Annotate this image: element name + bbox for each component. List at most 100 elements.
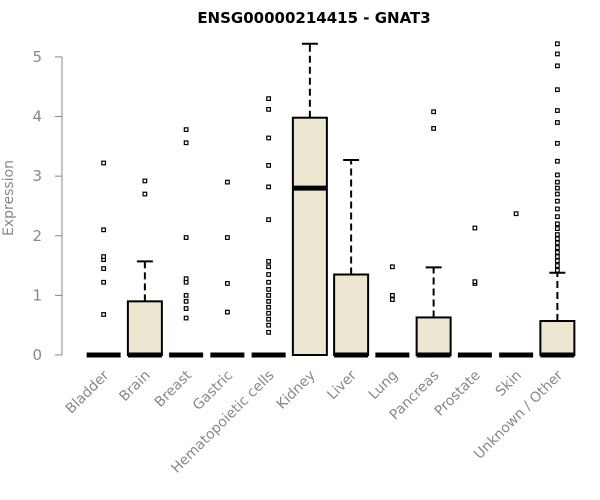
- outlier-point: [554, 254, 560, 260]
- outlier-point: [431, 126, 437, 131]
- outlier-point: [554, 258, 560, 264]
- outlier-point: [266, 322, 272, 328]
- outlier-point: [266, 298, 272, 304]
- x-tick-label: Lung: [366, 368, 401, 403]
- chart-title: ENSG00000214415 - GNAT3: [197, 9, 430, 27]
- outlier-point: [554, 108, 560, 113]
- outlier-point: [266, 264, 272, 270]
- outlier-point: [266, 329, 272, 335]
- outlier-point: [554, 63, 560, 69]
- outlier-point: [266, 163, 272, 168]
- y-tick-label: 1: [32, 286, 42, 304]
- outlier-point: [183, 127, 189, 133]
- outlier-point: [183, 235, 189, 240]
- outlier-point: [513, 211, 519, 217]
- outlier-point: [101, 279, 107, 285]
- outlier-point: [554, 232, 560, 237]
- box-body: [415, 316, 452, 357]
- box-4: [251, 96, 286, 358]
- x-tick-label: Bladder: [63, 367, 113, 417]
- outlier-point: [266, 258, 272, 264]
- outlier-point: [266, 217, 272, 223]
- axes: 0 1 2 3 4 5: [32, 48, 63, 364]
- outlier-point: [101, 254, 107, 260]
- box-8: [415, 109, 452, 358]
- box-11: [539, 41, 576, 358]
- outlier-point: [183, 298, 189, 304]
- outlier-point: [224, 309, 230, 315]
- y-tick-label: 3: [32, 167, 42, 185]
- box-body: [539, 320, 576, 357]
- y-tick-label: 5: [32, 48, 42, 66]
- outlier-point: [101, 312, 107, 317]
- x-tick-label: Brain: [116, 368, 153, 405]
- outlier-point: [266, 96, 272, 102]
- outlier-point: [266, 287, 272, 292]
- box-2: [169, 127, 204, 358]
- outlier-point: [554, 263, 560, 268]
- y-axis-label: Expression: [1, 160, 17, 236]
- box-body: [291, 116, 328, 357]
- outlier-point: [266, 316, 272, 322]
- outlier-point: [554, 198, 560, 204]
- outlier-point: [472, 225, 478, 231]
- outlier-point: [554, 221, 560, 227]
- outlier-point: [554, 185, 560, 191]
- outlier-point: [554, 240, 560, 246]
- x-tick-label: Skin: [493, 368, 525, 400]
- outlier-point: [554, 172, 560, 178]
- box-0: [86, 160, 121, 358]
- outlier-point: [101, 266, 107, 271]
- outlier-point: [266, 106, 272, 112]
- x-tick-label: Kidney: [274, 368, 319, 413]
- outlier-point: [266, 310, 272, 316]
- box-9: [457, 225, 492, 358]
- outlier-point: [389, 292, 395, 298]
- outlier-point: [554, 267, 560, 273]
- outlier-point: [183, 276, 189, 282]
- outlier-point: [183, 292, 189, 298]
- outlier-point: [554, 51, 560, 57]
- box-7: [375, 264, 410, 358]
- outlier-point: [554, 206, 560, 212]
- outlier-point: [266, 279, 272, 285]
- outlier-point: [554, 158, 560, 164]
- outlier-point: [554, 140, 560, 146]
- outlier-point: [224, 281, 230, 286]
- outlier-point: [554, 41, 560, 47]
- box-10: [499, 211, 534, 358]
- outlier-point: [266, 272, 272, 277]
- outlier-point: [183, 315, 189, 321]
- outlier-point: [142, 178, 148, 184]
- outlier-point: [389, 264, 395, 270]
- boxes: [86, 41, 576, 358]
- outlier-point: [554, 214, 560, 220]
- outlier-point: [554, 120, 560, 125]
- outlier-point: [554, 191, 560, 197]
- outlier-point: [142, 191, 148, 197]
- box-body: [333, 273, 370, 356]
- x-tick-label: Liver: [324, 367, 360, 403]
- outlier-point: [224, 235, 230, 240]
- box-5: [291, 42, 328, 357]
- outlier-point: [554, 250, 560, 255]
- outlier-point: [266, 135, 272, 141]
- outlier-point: [389, 297, 395, 302]
- outlier-point: [101, 227, 107, 233]
- outlier-point: [472, 279, 478, 285]
- outlier-point: [431, 109, 437, 115]
- outlier-point: [266, 304, 272, 310]
- outlier-point: [266, 184, 272, 190]
- outlier-point: [183, 140, 189, 146]
- box-body: [126, 300, 163, 357]
- outlier-point: [554, 179, 560, 185]
- outlier-point: [554, 87, 560, 93]
- outlier-point: [101, 160, 107, 166]
- box-3: [210, 179, 245, 358]
- y-tick-label: 2: [32, 227, 42, 245]
- x-tick-label: Breast: [152, 367, 196, 411]
- y-tick-label: 0: [32, 346, 42, 364]
- outlier-point: [554, 245, 560, 251]
